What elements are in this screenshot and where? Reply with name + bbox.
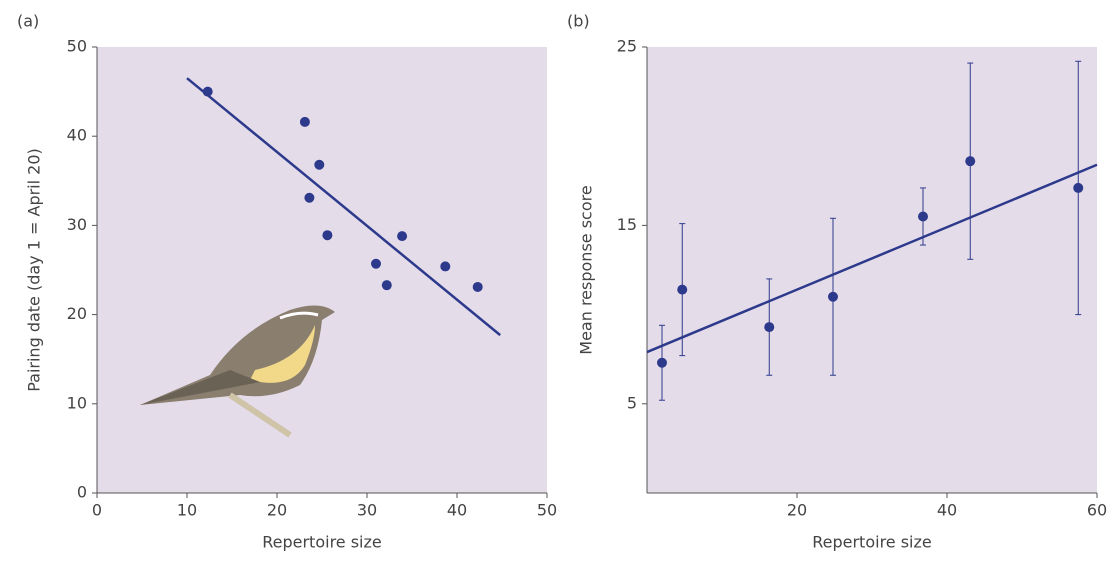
x-tick-label: 40 — [937, 501, 957, 520]
panel-label: (b) — [567, 12, 590, 31]
y-tick-label: 10 — [67, 393, 87, 412]
point — [472, 281, 483, 292]
point — [657, 357, 667, 368]
point — [965, 156, 976, 167]
bird-illustration — [140, 305, 335, 438]
y-tick-label: 30 — [67, 215, 87, 234]
point — [371, 258, 381, 269]
x-tick-label: 50 — [537, 501, 557, 520]
point — [764, 322, 775, 333]
y-axis-label: Pairing date (day 1 = April 20) — [25, 148, 44, 392]
y-axis-label: Mean response score — [577, 185, 596, 354]
point — [397, 231, 408, 242]
plot-area — [647, 47, 1097, 493]
x-tick-label: 30 — [357, 501, 377, 520]
fit-line — [186, 77, 501, 337]
point — [440, 261, 451, 272]
point — [828, 291, 838, 302]
y-tick-label: 20 — [67, 304, 87, 323]
point — [677, 284, 688, 295]
y-tick-label: 15 — [617, 215, 637, 234]
x-tick-label: 20 — [787, 501, 807, 520]
y-tick-label: 5 — [627, 393, 637, 412]
point — [322, 230, 333, 241]
x-tick-label: 0 — [92, 501, 102, 520]
x-tick-label: 40 — [447, 501, 467, 520]
fit-line — [646, 163, 1098, 354]
x-tick-label: 20 — [267, 501, 287, 520]
point — [381, 280, 392, 291]
y-tick-label: 40 — [67, 126, 87, 145]
point — [304, 192, 315, 203]
point — [299, 116, 310, 127]
x-axis-label: Repertoire size — [812, 533, 932, 552]
y-tick-label: 0 — [77, 483, 87, 502]
x-axis-label: Repertoire size — [262, 533, 382, 552]
x-tick-label: 60 — [1087, 501, 1107, 520]
plot-area — [97, 47, 547, 493]
y-tick-label: 50 — [67, 37, 87, 56]
point — [202, 86, 213, 97]
y-tick-label: 25 — [617, 37, 637, 56]
x-tick-label: 10 — [177, 501, 197, 520]
point — [314, 159, 325, 170]
point — [1073, 182, 1084, 193]
panel-label: (a) — [17, 12, 39, 31]
point — [918, 211, 928, 222]
